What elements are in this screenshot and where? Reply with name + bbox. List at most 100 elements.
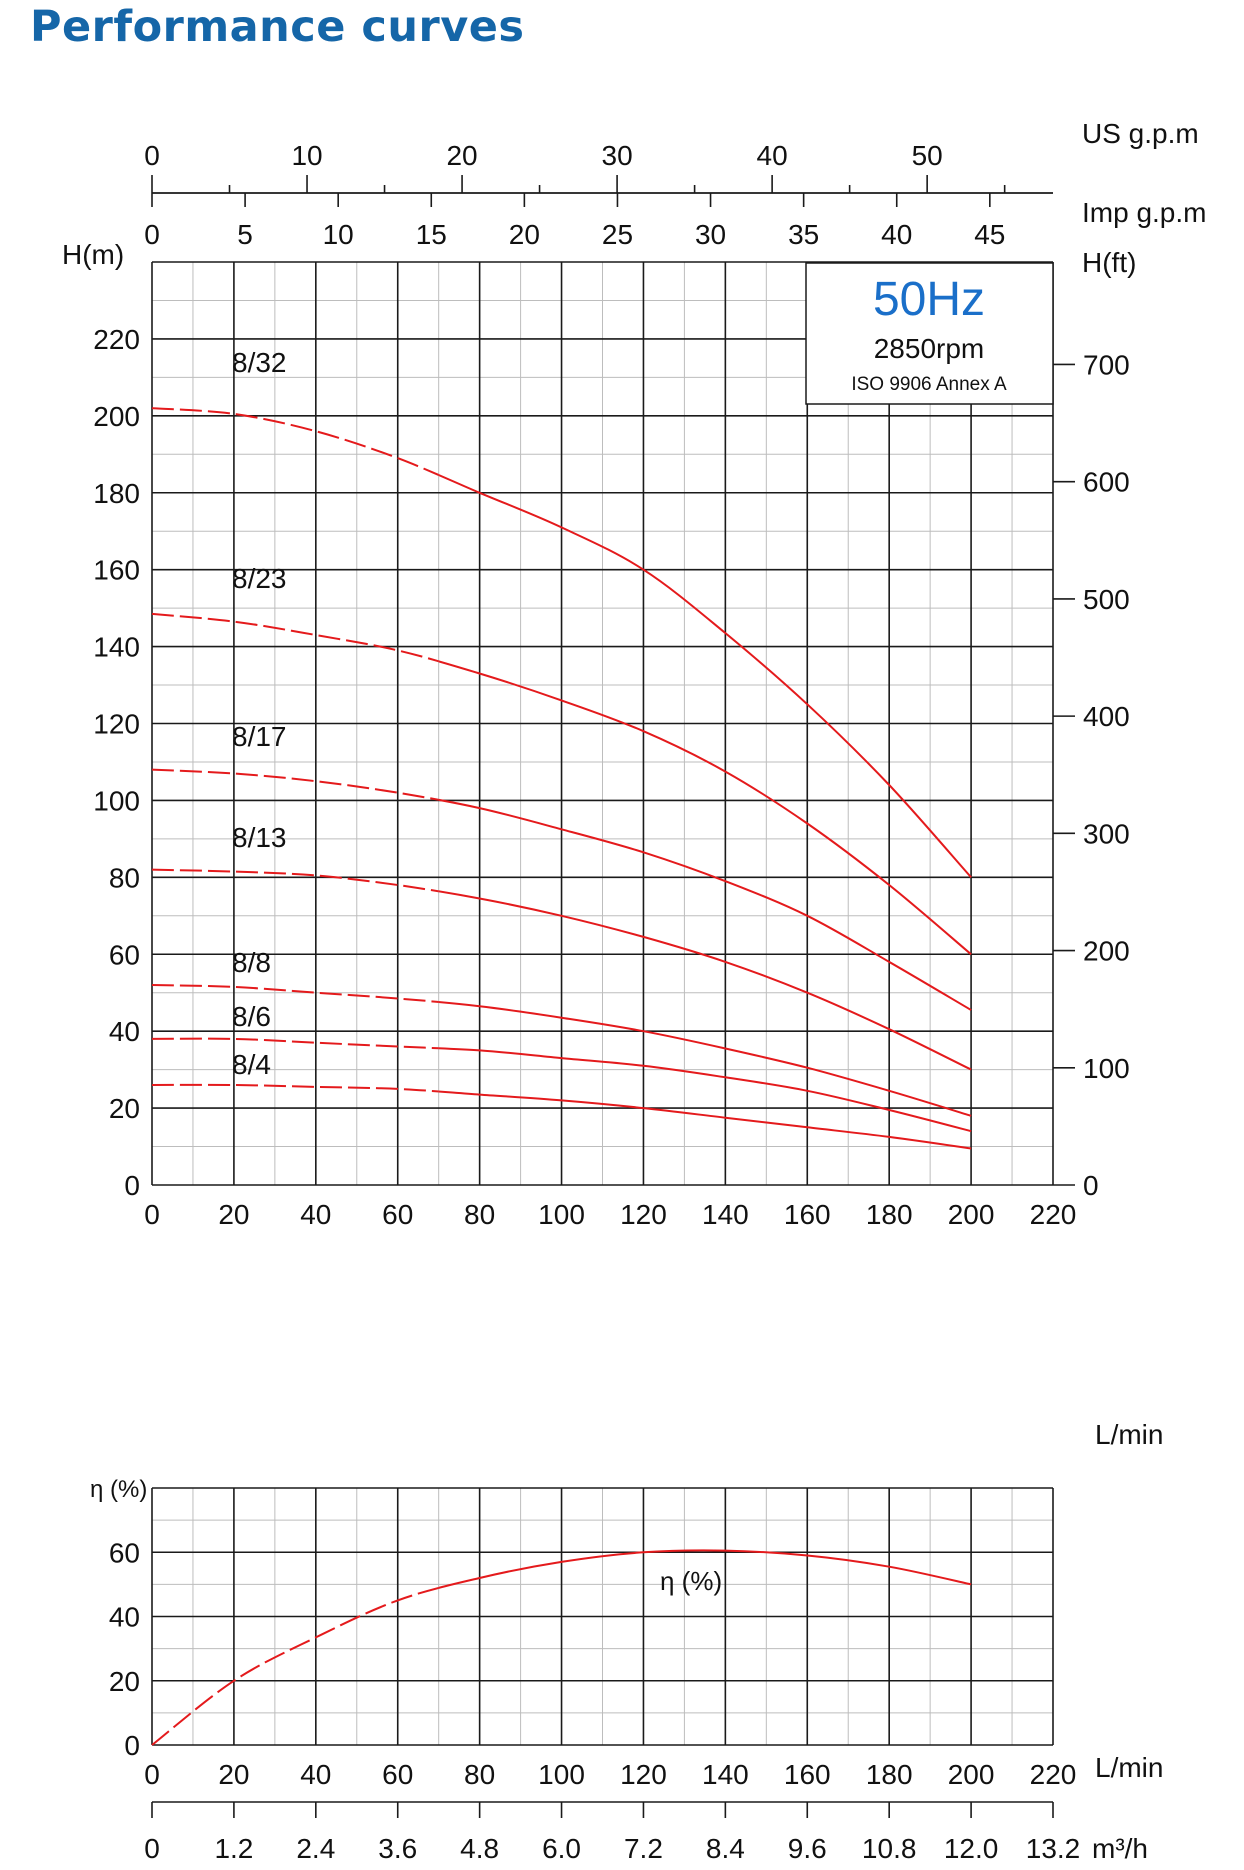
y2-tick-label: 200 xyxy=(1083,936,1130,967)
eff-x-tick-label: 180 xyxy=(866,1759,913,1790)
head-curve-labels: 8/32 8/23 8/17 8/13 8/8 8/6 8/4 xyxy=(232,347,287,1080)
eff-y-tick-label: 20 xyxy=(109,1666,140,1697)
x-tick-label: 140 xyxy=(702,1199,749,1230)
y-tick-label: 120 xyxy=(93,709,140,740)
eff-y-tick-label: 40 xyxy=(109,1602,140,1633)
y-tick-label: 200 xyxy=(93,401,140,432)
eff-x-tick-label: 20 xyxy=(218,1759,249,1790)
us-gpm-tick-label: 10 xyxy=(291,140,322,171)
curve-label-84: 8/4 xyxy=(232,1049,271,1080)
head-x-axis-label: L/min xyxy=(1095,1419,1163,1450)
imp-gpm-tick-label: 15 xyxy=(416,219,447,250)
y2-tick-label: 600 xyxy=(1083,467,1130,498)
frequency-label: 50Hz xyxy=(873,273,985,326)
x-tick-label: 200 xyxy=(948,1199,995,1230)
y2-tick-label: 300 xyxy=(1083,818,1130,849)
curve-817-solid xyxy=(438,798,972,1011)
head-ft-axis-label: H(ft) xyxy=(1082,247,1136,278)
curve-823-solid xyxy=(438,660,972,956)
curve-label-817: 8/17 xyxy=(232,721,287,752)
eff-y-tick-label: 60 xyxy=(109,1537,140,1568)
imp-gpm-tick-label: 25 xyxy=(602,219,633,250)
head-chart-grid xyxy=(151,261,1054,1186)
curve-label-823: 8/23 xyxy=(232,563,287,594)
m3h-tick-label: 12.0 xyxy=(944,1833,999,1864)
y-tick-label: 0 xyxy=(124,1170,140,1201)
curve-84-solid xyxy=(438,1090,972,1150)
x-tick-label: 0 xyxy=(144,1199,160,1230)
imp-gpm-tick-label: 35 xyxy=(788,219,819,250)
m3h-tick-label: 13.2 xyxy=(1026,1833,1081,1864)
speed-label: 2850rpm xyxy=(874,333,985,364)
efficiency-curve xyxy=(151,1549,972,1746)
eff-x-tick-label: 0 xyxy=(144,1759,160,1790)
x-tick-label: 80 xyxy=(464,1199,495,1230)
m3h-axis: 0 1.2 2.4 3.6 4.8 6.0 7.2 8.4 9.6 10.8 12.0 13.2 xyxy=(144,1801,1081,1864)
standard-label: ISO 9906 Annex A xyxy=(851,374,1007,395)
x-tick-label: 220 xyxy=(1030,1199,1077,1230)
x-tick-label: 40 xyxy=(300,1199,331,1230)
y-tick-label: 60 xyxy=(109,939,140,970)
m3h-tick-label: 8.4 xyxy=(706,1833,745,1864)
y-tick-label: 80 xyxy=(109,862,140,893)
eff-y-tick-label: 0 xyxy=(124,1730,140,1761)
efficiency-curve-label: η (%) xyxy=(660,1566,722,1596)
y2-tick-label: 500 xyxy=(1083,584,1130,615)
y-tick-label: 180 xyxy=(93,478,140,509)
curve-86-solid xyxy=(438,1047,972,1133)
imp-gpm-tick-label: 45 xyxy=(974,219,1005,250)
curve-label-832: 8/32 xyxy=(232,347,287,378)
imp-gpm-tick-label: 5 xyxy=(237,219,253,250)
info-box-frame xyxy=(805,262,1054,405)
imp-gpm-tick-label: 40 xyxy=(881,219,912,250)
us-gpm-tick-label: 0 xyxy=(144,140,160,171)
curve-832-dashed xyxy=(151,407,439,477)
top-flow-axes: 0 10 20 30 40 50 0 5 10 15 20 25 30 35 40 45 xyxy=(144,140,1053,250)
x-tick-label: 160 xyxy=(784,1199,831,1230)
eff-x-tick-label: 60 xyxy=(382,1759,413,1790)
m3h-tick-label: 10.8 xyxy=(862,1833,917,1864)
imp-gpm-tick-label: 20 xyxy=(509,219,540,250)
us-gpm-tick-label: 50 xyxy=(912,140,943,171)
y-tick-label: 40 xyxy=(109,1016,140,1047)
m3h-tick-label: 7.2 xyxy=(624,1833,663,1864)
x-tick-label: 120 xyxy=(620,1199,667,1230)
imp-gpm-tick-label: 30 xyxy=(695,219,726,250)
y-tick-label: 160 xyxy=(93,555,140,586)
curve-823-dashed xyxy=(151,612,439,663)
y2-tick-label: 100 xyxy=(1083,1053,1130,1084)
us-gpm-axis-label: US g.p.m xyxy=(1082,118,1199,149)
y-tick-label: 220 xyxy=(93,324,140,355)
us-gpm-tick-label: 30 xyxy=(602,140,633,171)
imp-gpm-tick-label: 10 xyxy=(323,219,354,250)
y2-tick-label: 400 xyxy=(1083,701,1130,732)
y-tick-label: 100 xyxy=(93,785,140,816)
m3h-tick-label: 3.6 xyxy=(378,1833,417,1864)
imp-gpm-tick-label: 0 xyxy=(144,219,160,250)
eff-x-tick-label: 80 xyxy=(464,1759,495,1790)
curve--solid xyxy=(438,1549,972,1589)
curve-813-solid xyxy=(438,890,972,1071)
info-box: 50Hz 2850rpm ISO 9906 Annex A xyxy=(805,262,1054,405)
y-tick-label: 20 xyxy=(109,1093,140,1124)
m3h-tick-label: 4.8 xyxy=(460,1833,499,1864)
curve--dashed xyxy=(151,1586,439,1746)
page-title: Performance curves xyxy=(30,2,525,52)
eff-x-tick-label: 40 xyxy=(300,1759,331,1790)
x-tick-label: 180 xyxy=(866,1199,913,1230)
y2-tick-label: 0 xyxy=(1083,1170,1099,1201)
x-tick-label: 20 xyxy=(218,1199,249,1230)
us-gpm-tick-label: 20 xyxy=(446,140,477,171)
curve-88-solid xyxy=(438,1000,972,1117)
eff-x-tick-label: 160 xyxy=(784,1759,831,1790)
y-tick-label: 140 xyxy=(93,632,140,663)
efficiency-y-axis-label: η (%) xyxy=(90,1476,147,1503)
eff-x-tick-label: 140 xyxy=(702,1759,749,1790)
m3h-tick-label: 6.0 xyxy=(542,1833,581,1864)
m3h-tick-label: 0 xyxy=(144,1833,160,1864)
curve-label-813: 8/13 xyxy=(232,822,287,853)
m3h-tick-label: 2.4 xyxy=(296,1833,335,1864)
imp-gpm-axis-label: Imp g.p.m xyxy=(1082,197,1206,228)
m3h-axis-label: m³/h xyxy=(1092,1833,1148,1864)
